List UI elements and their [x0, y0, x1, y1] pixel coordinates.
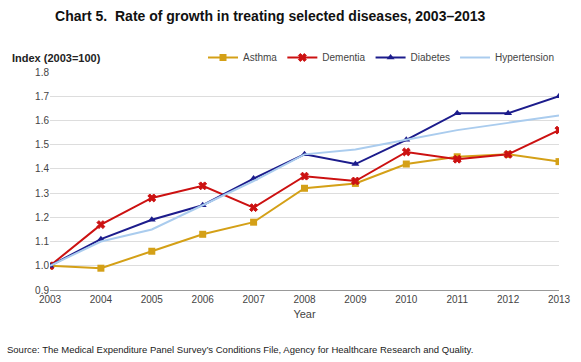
- svg-text:2004: 2004: [90, 294, 113, 305]
- svg-text:Source: The Medical Expenditur: Source: The Medical Expenditure Panel Su…: [7, 344, 473, 355]
- svg-text:1.4: 1.4: [35, 163, 49, 174]
- svg-text:Chart 5. Rate of growth in tr: Chart 5. Rate of growth in treating sele…: [55, 8, 485, 24]
- svg-text:1.8: 1.8: [35, 67, 49, 78]
- svg-text:2008: 2008: [293, 294, 316, 305]
- svg-text:1.5: 1.5: [35, 139, 49, 150]
- svg-text:1.2: 1.2: [35, 212, 49, 223]
- svg-text:0.9: 0.9: [35, 285, 49, 296]
- svg-text:1.7: 1.7: [35, 91, 49, 102]
- svg-text:1.0: 1.0: [35, 260, 49, 271]
- svg-text:2003: 2003: [39, 294, 62, 305]
- svg-text:Dementia: Dementia: [322, 52, 365, 63]
- svg-text:1.1: 1.1: [35, 236, 49, 247]
- svg-text:2013: 2013: [548, 294, 571, 305]
- svg-text:Index (2003=100): Index (2003=100): [12, 52, 101, 64]
- svg-text:Year: Year: [293, 308, 316, 320]
- svg-text:Diabetes: Diabetes: [411, 52, 450, 63]
- svg-text:2009: 2009: [344, 294, 367, 305]
- svg-text:2007: 2007: [242, 294, 265, 305]
- svg-text:1.6: 1.6: [35, 115, 49, 126]
- svg-text:Asthma: Asthma: [243, 52, 277, 63]
- svg-text:Hypertension: Hypertension: [495, 52, 554, 63]
- svg-text:2012: 2012: [497, 294, 520, 305]
- svg-text:2005: 2005: [141, 294, 164, 305]
- svg-text:2006: 2006: [192, 294, 215, 305]
- svg-text:2010: 2010: [395, 294, 418, 305]
- svg-text:1.3: 1.3: [35, 188, 49, 199]
- svg-text:2011: 2011: [446, 294, 468, 305]
